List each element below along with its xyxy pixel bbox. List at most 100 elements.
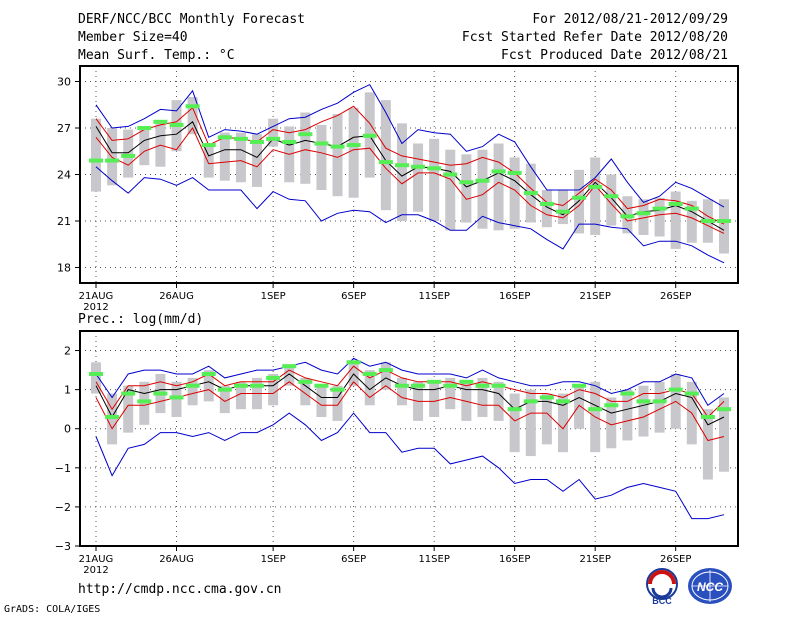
prec-ensemble-mark bbox=[652, 399, 667, 404]
forecast-period: For 2012/08/21-2012/09/29 bbox=[532, 12, 728, 27]
temp-ensemble-mark bbox=[201, 143, 216, 148]
prec-ensemble-mark bbox=[105, 415, 120, 419]
forecast-started-date: Fcst Started Refer Date 2012/08/20 bbox=[461, 30, 728, 45]
temp-xtick-label: 26SEP bbox=[660, 291, 691, 302]
prec-ytick-label: −1 bbox=[55, 462, 71, 475]
temp-ensemble-mark bbox=[684, 206, 699, 211]
temp-series-mean bbox=[95, 121, 725, 231]
temp-xtick-label: 21SEP bbox=[579, 291, 610, 302]
prec-ensemble-mark bbox=[378, 368, 393, 373]
temp-spread-box bbox=[252, 134, 263, 187]
prec-ensemble-mark bbox=[411, 383, 426, 388]
prec-ensemble-mark bbox=[250, 383, 265, 388]
temp-ensemble-mark bbox=[604, 194, 619, 199]
prec-spread-box bbox=[380, 362, 391, 390]
temp-ensemble-mark bbox=[443, 172, 458, 177]
temp-spread-box bbox=[316, 124, 327, 190]
temp-xtick-label: 21AUG bbox=[79, 291, 114, 302]
temp-ensemble-mark bbox=[636, 211, 651, 216]
prec-spread-box bbox=[574, 385, 585, 429]
temp-ytick-label: 18 bbox=[57, 262, 71, 275]
temp-ensemble-mark bbox=[282, 139, 297, 144]
temp-ensemble-mark bbox=[588, 184, 603, 189]
temp-ensemble-mark bbox=[266, 136, 281, 141]
grads-credit: GrADS: COLA/IGES bbox=[4, 604, 101, 615]
temp-spread-box bbox=[332, 114, 343, 197]
temp-ensemble-mark bbox=[89, 158, 103, 163]
prec-ensemble-mark bbox=[539, 395, 554, 400]
prec-spread-box bbox=[332, 385, 343, 421]
prec-ensemble-mark bbox=[153, 391, 168, 396]
prec-spread-box bbox=[235, 381, 246, 410]
temp-spread-box bbox=[413, 143, 424, 212]
temp-spread-box bbox=[91, 118, 101, 192]
chart-title: DERF/NCC/BCC Monthly Forecast bbox=[78, 12, 305, 27]
temp-spread-box bbox=[590, 157, 601, 235]
temp-spread-box bbox=[219, 132, 230, 181]
prec-spread-box bbox=[541, 393, 552, 445]
prec-spread-box bbox=[477, 377, 488, 417]
temp-ensemble-mark bbox=[700, 219, 715, 223]
prec-ensemble-mark bbox=[684, 391, 699, 396]
temp-series-lower bbox=[95, 127, 725, 234]
prec-ensemble-mark bbox=[459, 379, 474, 384]
ncc-logo-text: NCC bbox=[697, 580, 723, 594]
prec-ensemble-mark bbox=[394, 383, 409, 388]
prec-spread-box bbox=[364, 370, 375, 406]
prec-xtick-label: 26AUG bbox=[159, 554, 194, 565]
temp-frame bbox=[79, 65, 739, 284]
temp-spread-box bbox=[541, 190, 552, 228]
prec-ensemble-mark bbox=[523, 399, 538, 404]
temp-spread-box bbox=[606, 174, 617, 226]
temp-ensemble-mark bbox=[233, 136, 248, 141]
prec-ensemble-mark bbox=[636, 399, 651, 404]
prec-spread-box bbox=[638, 385, 649, 437]
prec-ensemble-mark bbox=[298, 379, 313, 384]
temp-xtick-label: 26AUG bbox=[159, 291, 194, 302]
temp-ensemble-mark bbox=[539, 201, 554, 206]
temp-panel: 18 21 24 27 30 21AUG 26AUG 1SEP 6SEP 11SEP 16SEP 21… bbox=[57, 65, 739, 313]
prec-ensemble-mark bbox=[443, 383, 458, 388]
prec-series-min bbox=[95, 412, 725, 520]
temp-year-label: 2012 bbox=[83, 302, 108, 313]
prec-ensemble-mark bbox=[169, 395, 184, 400]
prec-ytick-label: 1 bbox=[64, 384, 71, 397]
prec-spread-box bbox=[622, 389, 633, 441]
prec-ensemble-mark bbox=[475, 383, 490, 388]
temp-spread-box bbox=[429, 138, 440, 221]
temp-ensemble-mark bbox=[652, 206, 667, 211]
temp-spread-box bbox=[719, 199, 729, 254]
temp-ensemble-mark bbox=[717, 219, 731, 223]
temp-ensemble-mark bbox=[668, 201, 683, 206]
prec-spread-box bbox=[557, 393, 568, 453]
prec-xtick-label: 11SEP bbox=[418, 554, 449, 565]
temp-spread-box bbox=[300, 112, 311, 184]
temp-series-min bbox=[95, 166, 725, 264]
temp-spread-box bbox=[268, 118, 279, 147]
temp-spread-box bbox=[509, 157, 520, 229]
temp-ytick-label: 21 bbox=[57, 215, 71, 228]
temp-ytick-label: 30 bbox=[57, 76, 71, 89]
prec-ytick-label: −3 bbox=[55, 540, 71, 553]
prec-xtick-label: 16SEP bbox=[499, 554, 530, 565]
temp-ensemble-mark bbox=[555, 209, 570, 214]
source-url[interactable]: http://cmdp.ncc.cma.gov.cn bbox=[78, 582, 282, 597]
prec-ensemble-mark bbox=[89, 372, 103, 376]
prec-title: Prec.: log(mm/d) bbox=[78, 312, 203, 327]
temp-ytick-label: 27 bbox=[57, 122, 71, 135]
prec-ensemble-mark bbox=[362, 372, 377, 376]
prec-frame bbox=[79, 330, 739, 547]
prec-ensemble-mark bbox=[217, 387, 232, 392]
prec-ensemble-mark bbox=[121, 391, 136, 396]
prec-ensemble-mark bbox=[427, 379, 442, 384]
prec-series-mean bbox=[95, 373, 725, 426]
prec-xtick-label: 21SEP bbox=[579, 554, 610, 565]
temp-ytick-label: 24 bbox=[57, 169, 71, 182]
prec-ensemble-mark bbox=[717, 407, 731, 412]
temp-spread-box bbox=[574, 169, 585, 234]
temp-ensemble-mark bbox=[330, 144, 345, 149]
temp-ensemble-mark bbox=[475, 178, 490, 183]
prec-spread-box bbox=[203, 370, 214, 402]
temp-spread-box bbox=[203, 143, 214, 178]
